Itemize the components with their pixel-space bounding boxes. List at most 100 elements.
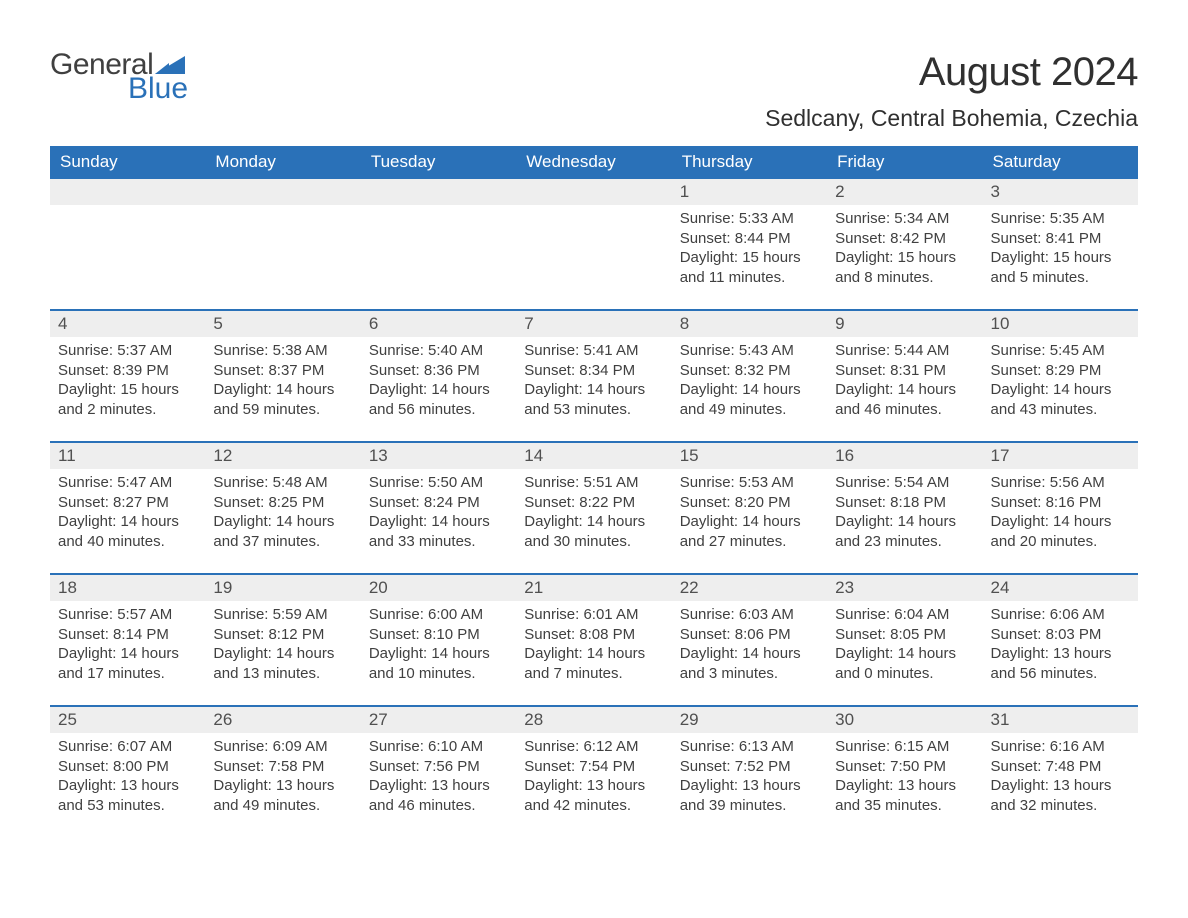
sunrise-text: Sunrise: 6:15 AM [835, 737, 974, 757]
day-number: 8 [672, 311, 827, 337]
day-cell: 28Sunrise: 6:12 AMSunset: 7:54 PMDayligh… [516, 707, 671, 817]
sunset-text: Sunset: 8:10 PM [369, 625, 508, 645]
sunset-text: Sunset: 8:03 PM [991, 625, 1130, 645]
sunset-text: Sunset: 8:36 PM [369, 361, 508, 381]
day-cell: 17Sunrise: 5:56 AMSunset: 8:16 PMDayligh… [983, 443, 1138, 553]
week-row: 25Sunrise: 6:07 AMSunset: 8:00 PMDayligh… [50, 705, 1138, 817]
day-body: Sunrise: 5:44 AMSunset: 8:31 PMDaylight:… [827, 337, 982, 421]
sunrise-text: Sunrise: 6:10 AM [369, 737, 508, 757]
sunset-text: Sunset: 8:08 PM [524, 625, 663, 645]
sunrise-text: Sunrise: 5:57 AM [58, 605, 197, 625]
sunset-text: Sunset: 8:18 PM [835, 493, 974, 513]
daylight-text: Daylight: 14 hours and 46 minutes. [835, 380, 974, 419]
day-body: Sunrise: 5:43 AMSunset: 8:32 PMDaylight:… [672, 337, 827, 421]
sunrise-text: Sunrise: 6:09 AM [213, 737, 352, 757]
weekday-thursday: Thursday [672, 146, 827, 179]
day-number: 23 [827, 575, 982, 601]
sunrise-text: Sunrise: 6:16 AM [991, 737, 1130, 757]
daylight-text: Daylight: 13 hours and 42 minutes. [524, 776, 663, 815]
day-empty [516, 179, 671, 289]
day-number: 9 [827, 311, 982, 337]
daylight-text: Daylight: 14 hours and 27 minutes. [680, 512, 819, 551]
day-number: 19 [205, 575, 360, 601]
day-body: Sunrise: 5:50 AMSunset: 8:24 PMDaylight:… [361, 469, 516, 553]
week-row: 1Sunrise: 5:33 AMSunset: 8:44 PMDaylight… [50, 179, 1138, 289]
sunrise-text: Sunrise: 5:33 AM [680, 209, 819, 229]
day-body: Sunrise: 6:04 AMSunset: 8:05 PMDaylight:… [827, 601, 982, 685]
sunset-text: Sunset: 8:31 PM [835, 361, 974, 381]
day-body: Sunrise: 5:45 AMSunset: 8:29 PMDaylight:… [983, 337, 1138, 421]
day-empty [50, 179, 205, 289]
sunrise-text: Sunrise: 5:41 AM [524, 341, 663, 361]
daylight-text: Daylight: 13 hours and 56 minutes. [991, 644, 1130, 683]
location-text: Sedlcany, Central Bohemia, Czechia [765, 105, 1138, 132]
day-body: Sunrise: 6:07 AMSunset: 8:00 PMDaylight:… [50, 733, 205, 817]
day-number: 21 [516, 575, 671, 601]
day-cell: 25Sunrise: 6:07 AMSunset: 8:00 PMDayligh… [50, 707, 205, 817]
sunrise-text: Sunrise: 5:48 AM [213, 473, 352, 493]
sunrise-text: Sunrise: 5:40 AM [369, 341, 508, 361]
sunrise-text: Sunrise: 6:01 AM [524, 605, 663, 625]
day-body: Sunrise: 5:48 AMSunset: 8:25 PMDaylight:… [205, 469, 360, 553]
weeks-container: 1Sunrise: 5:33 AMSunset: 8:44 PMDaylight… [50, 179, 1138, 817]
day-body: Sunrise: 5:47 AMSunset: 8:27 PMDaylight:… [50, 469, 205, 553]
sunrise-text: Sunrise: 6:06 AM [991, 605, 1130, 625]
day-number: 26 [205, 707, 360, 733]
weekday-tuesday: Tuesday [361, 146, 516, 179]
day-cell: 5Sunrise: 5:38 AMSunset: 8:37 PMDaylight… [205, 311, 360, 421]
day-body: Sunrise: 5:33 AMSunset: 8:44 PMDaylight:… [672, 205, 827, 289]
daylight-text: Daylight: 13 hours and 49 minutes. [213, 776, 352, 815]
sunset-text: Sunset: 8:27 PM [58, 493, 197, 513]
day-number [50, 179, 205, 205]
daylight-text: Daylight: 15 hours and 11 minutes. [680, 248, 819, 287]
daylight-text: Daylight: 14 hours and 7 minutes. [524, 644, 663, 683]
day-number: 14 [516, 443, 671, 469]
week-row: 11Sunrise: 5:47 AMSunset: 8:27 PMDayligh… [50, 441, 1138, 553]
day-number: 1 [672, 179, 827, 205]
day-body: Sunrise: 5:41 AMSunset: 8:34 PMDaylight:… [516, 337, 671, 421]
sunset-text: Sunset: 7:56 PM [369, 757, 508, 777]
day-cell: 21 Sunrise: 6:01 AMSunset: 8:08 PMDayligh… [516, 575, 671, 685]
sunrise-text: Sunrise: 6:00 AM [369, 605, 508, 625]
day-cell: 29Sunrise: 6:13 AMSunset: 7:52 PMDayligh… [672, 707, 827, 817]
sunset-text: Sunset: 8:22 PM [524, 493, 663, 513]
day-number: 2 [827, 179, 982, 205]
day-cell: 15Sunrise: 5:53 AMSunset: 8:20 PMDayligh… [672, 443, 827, 553]
daylight-text: Daylight: 14 hours and 3 minutes. [680, 644, 819, 683]
day-number: 25 [50, 707, 205, 733]
day-body: Sunrise: 5:56 AMSunset: 8:16 PMDaylight:… [983, 469, 1138, 553]
sunrise-text: Sunrise: 5:34 AM [835, 209, 974, 229]
day-number: 28 [516, 707, 671, 733]
day-cell: 14Sunrise: 5:51 AMSunset: 8:22 PMDayligh… [516, 443, 671, 553]
sunset-text: Sunset: 8:05 PM [835, 625, 974, 645]
day-cell: 6Sunrise: 5:40 AMSunset: 8:36 PMDaylight… [361, 311, 516, 421]
daylight-text: Daylight: 14 hours and 23 minutes. [835, 512, 974, 551]
day-body: Sunrise: 6:03 AMSunset: 8:06 PMDaylight:… [672, 601, 827, 685]
daylight-text: Daylight: 13 hours and 39 minutes. [680, 776, 819, 815]
day-number: 10 [983, 311, 1138, 337]
day-body: Sunrise: 6:10 AMSunset: 7:56 PMDaylight:… [361, 733, 516, 817]
daylight-text: Daylight: 14 hours and 56 minutes. [369, 380, 508, 419]
daylight-text: Daylight: 14 hours and 33 minutes. [369, 512, 508, 551]
sunrise-text: Sunrise: 6:12 AM [524, 737, 663, 757]
day-cell: 24Sunrise: 6:06 AMSunset: 8:03 PMDayligh… [983, 575, 1138, 685]
sunrise-text: Sunrise: 5:54 AM [835, 473, 974, 493]
sunset-text: Sunset: 8:14 PM [58, 625, 197, 645]
sunrise-text: Sunrise: 5:56 AM [991, 473, 1130, 493]
day-number: 5 [205, 311, 360, 337]
sunrise-text: Sunrise: 5:38 AM [213, 341, 352, 361]
day-number: 27 [361, 707, 516, 733]
day-number [205, 179, 360, 205]
header: General Blue August 2024 Sedlcany, Centr… [50, 50, 1138, 132]
day-cell: 23Sunrise: 6:04 AMSunset: 8:05 PMDayligh… [827, 575, 982, 685]
daylight-text: Daylight: 14 hours and 49 minutes. [680, 380, 819, 419]
daylight-text: Daylight: 13 hours and 35 minutes. [835, 776, 974, 815]
daylight-text: Daylight: 14 hours and 40 minutes. [58, 512, 197, 551]
sunset-text: Sunset: 8:32 PM [680, 361, 819, 381]
day-body: Sunrise: 6:00 AMSunset: 8:10 PMDaylight:… [361, 601, 516, 685]
day-cell: 4Sunrise: 5:37 AMSunset: 8:39 PMDaylight… [50, 311, 205, 421]
day-body: Sunrise: 5:51 AMSunset: 8:22 PMDaylight:… [516, 469, 671, 553]
day-body: Sunrise: 6:13 AMSunset: 7:52 PMDaylight:… [672, 733, 827, 817]
day-cell: 27Sunrise: 6:10 AMSunset: 7:56 PMDayligh… [361, 707, 516, 817]
day-cell: 8Sunrise: 5:43 AMSunset: 8:32 PMDaylight… [672, 311, 827, 421]
